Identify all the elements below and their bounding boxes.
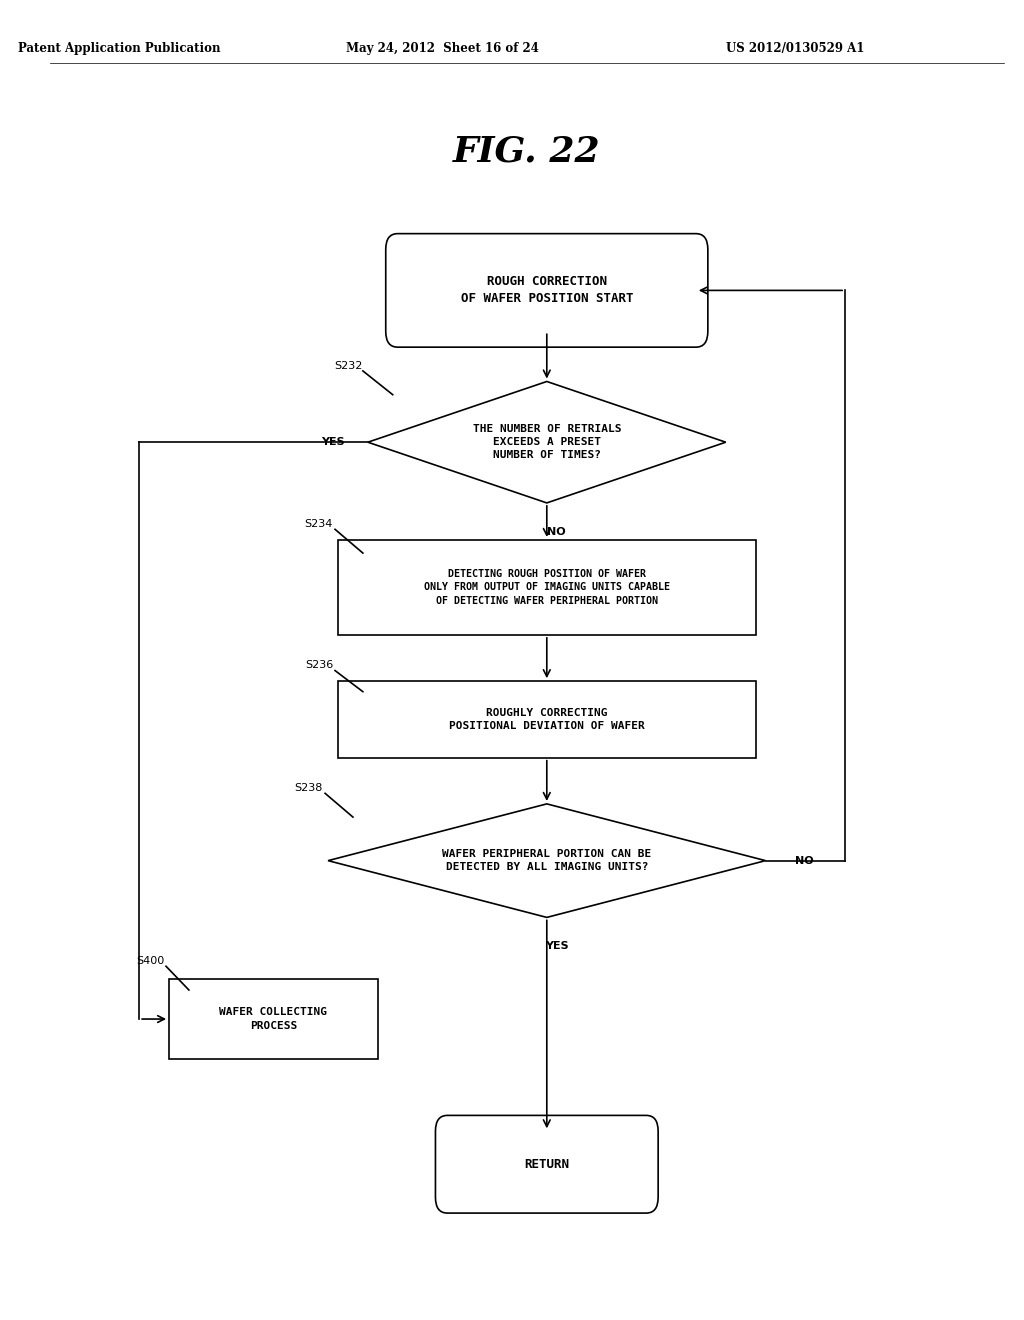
Text: US 2012/0130529 A1: US 2012/0130529 A1 xyxy=(726,42,864,55)
Text: WAFER COLLECTING
PROCESS: WAFER COLLECTING PROCESS xyxy=(219,1007,328,1031)
Bar xyxy=(169,979,378,1059)
Text: S234: S234 xyxy=(305,519,333,529)
Text: S236: S236 xyxy=(305,660,333,671)
Text: THE NUMBER OF RETRIALS
EXCEEDS A PRESET
NUMBER OF TIMES?: THE NUMBER OF RETRIALS EXCEEDS A PRESET … xyxy=(472,424,621,461)
Bar xyxy=(338,540,756,635)
Text: DETECTING ROUGH POSITION OF WAFER
ONLY FROM OUTPUT OF IMAGING UNITS CAPABLE
OF D: DETECTING ROUGH POSITION OF WAFER ONLY F… xyxy=(424,569,670,606)
Text: RETURN: RETURN xyxy=(524,1158,569,1171)
Polygon shape xyxy=(368,381,726,503)
Text: ROUGH CORRECTION
OF WAFER POSITION START: ROUGH CORRECTION OF WAFER POSITION START xyxy=(461,276,633,305)
Text: ROUGHLY CORRECTING
POSITIONAL DEVIATION OF WAFER: ROUGHLY CORRECTING POSITIONAL DEVIATION … xyxy=(449,708,645,731)
Text: FIG. 22: FIG. 22 xyxy=(453,135,601,169)
FancyBboxPatch shape xyxy=(435,1115,658,1213)
Text: S400: S400 xyxy=(136,956,164,966)
Text: YES: YES xyxy=(545,941,568,952)
Text: NO: NO xyxy=(796,855,814,866)
Text: YES: YES xyxy=(322,437,345,447)
Bar xyxy=(338,681,756,758)
Text: May 24, 2012  Sheet 16 of 24: May 24, 2012 Sheet 16 of 24 xyxy=(346,42,539,55)
Text: NO: NO xyxy=(548,527,566,537)
FancyBboxPatch shape xyxy=(386,234,708,347)
Text: S238: S238 xyxy=(295,783,324,793)
Text: Patent Application Publication: Patent Application Publication xyxy=(18,42,220,55)
Polygon shape xyxy=(328,804,766,917)
Text: S232: S232 xyxy=(335,360,362,371)
Text: WAFER PERIPHERAL PORTION CAN BE
DETECTED BY ALL IMAGING UNITS?: WAFER PERIPHERAL PORTION CAN BE DETECTED… xyxy=(442,849,651,873)
